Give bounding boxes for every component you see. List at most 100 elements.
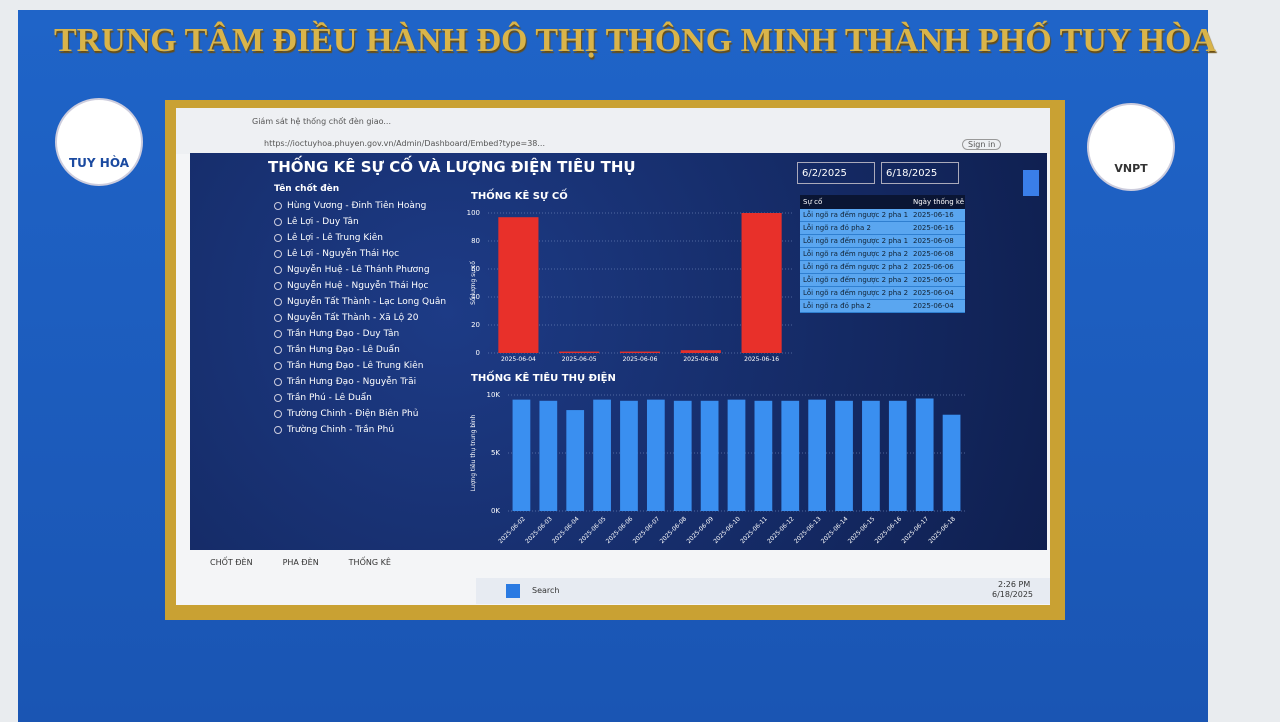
table-row[interactable]: Lỗi ngõ ra đếm ngược 2 pha 1 2025-06-16 <box>800 209 965 222</box>
table-cell: Lỗi ngõ ra đếm ngược 2 pha 2 <box>803 289 909 297</box>
intersection[interactable]: Trần Hưng Đạo - Lê Trung Kiên <box>274 358 446 374</box>
y-tick-label: 10K <box>487 391 501 399</box>
header-cell: Sự cố <box>803 198 823 206</box>
date-from[interactable]: 6/2/2025 <box>797 162 875 184</box>
intersection[interactable]: Trần Hưng Đạo - Nguyễn Trãi <box>274 374 446 390</box>
intersection[interactable]: Nguyễn Huệ - Nguyễn Thái Học <box>274 278 446 294</box>
chart-title: THỐNG KÊ TIÊU THỤ ĐIỆN <box>471 369 616 384</box>
x-tick-label: 2025-06-14 <box>820 515 850 545</box>
start-button[interactable] <box>506 584 520 598</box>
y-tick-label: 100 <box>467 209 480 217</box>
tab-title[interactable]: Giám sát hệ thống chốt đèn giao... <box>252 117 391 126</box>
table-cell: 2025-06-08 <box>913 250 954 258</box>
bar <box>741 213 782 353</box>
tab[interactable]: THỐNG KÊ <box>348 558 391 567</box>
table-cell: 2025-06-05 <box>913 276 954 284</box>
x-tick-label: 2025-06-06 <box>605 515 635 545</box>
table-cell: 2025-06-04 <box>913 289 954 297</box>
intersection[interactable]: Nguyễn Huệ - Lê Thánh Phương <box>274 262 446 278</box>
y-tick-label: 80 <box>471 237 480 245</box>
time: 2:26 PM <box>998 580 1031 589</box>
intersection[interactable]: Nguyễn Tất Thành - Xã Lộ 20 <box>274 310 446 326</box>
bar <box>781 400 800 511</box>
table-row[interactable]: Lỗi ngõ ra đếm ngược 2 pha 2 2025-06-08 <box>800 248 965 261</box>
table-cell: 2025-06-04 <box>913 302 954 310</box>
tab[interactable]: PHA ĐÈN <box>282 558 319 567</box>
bar <box>566 410 585 511</box>
table-cell: 2025-06-08 <box>913 237 954 245</box>
table-cell: Lỗi ngõ ra đếm ngược 2 pha 1 <box>803 211 909 219</box>
list-title: Tên chốt đèn <box>274 184 340 194</box>
bar <box>646 399 665 511</box>
x-tick-label: 2025-06-08 <box>683 356 718 363</box>
bar <box>808 399 827 511</box>
bar <box>619 351 661 353</box>
x-tick-label: 2025-06-09 <box>685 515 715 545</box>
tab[interactable]: CHỐT ĐÈN <box>210 558 253 567</box>
search[interactable]: Search <box>532 586 560 595</box>
y-tick-label: 0K <box>491 507 500 515</box>
intersection-list: Tên chốt đèn Hùng Vương - Đinh Tiên Hoàn… <box>274 184 446 438</box>
bar <box>539 400 558 511</box>
x-tick-label: 2025-06-18 <box>927 515 957 545</box>
intersection[interactable]: Trường Chinh - Trần Phú <box>274 422 446 438</box>
y-axis-label: Số lượng sự cố <box>470 261 477 305</box>
intersection[interactable]: Trần Hưng Đạo - Duy Tân <box>274 326 446 342</box>
table-cell: Lỗi ngõ ra đỏ pha 2 <box>803 302 871 310</box>
intersection[interactable]: Hùng Vương - Đinh Tiên Hoàng <box>274 198 446 214</box>
x-tick-label: 2025-06-06 <box>623 356 658 363</box>
intersection[interactable]: Lê Lợi - Nguyễn Thái Học <box>274 246 446 262</box>
y-tick-label: 0 <box>476 349 480 357</box>
table-cell: Lỗi ngõ ra đếm ngược 2 pha 2 <box>803 276 909 284</box>
table-cell: Lỗi ngõ ra đếm ngược 2 pha 2 <box>803 250 909 258</box>
sign-in[interactable]: Sign in <box>962 139 1002 150</box>
intersection[interactable]: Trường Chinh - Điện Biên Phủ <box>274 406 446 422</box>
bar <box>700 400 719 511</box>
x-tick-label: 2025-06-05 <box>578 515 608 545</box>
x-tick-label: 2025-06-07 <box>632 515 662 545</box>
bar <box>942 414 961 511</box>
x-tick-label: 2025-06-16 <box>744 356 779 363</box>
header-cell: Ngày thống kê <box>913 198 965 206</box>
table-row[interactable]: Lỗi ngõ ra đếm ngược 2 pha 2 2025-06-06 <box>800 261 965 274</box>
collapse-button[interactable] <box>1023 170 1039 196</box>
y-tick-label: 5K <box>491 449 500 457</box>
intersection[interactable]: Trần Hưng Đạo - Lê Duẩn <box>274 342 446 358</box>
y-tick-label: 40 <box>471 293 480 301</box>
x-tick-label: 2025-06-13 <box>793 515 823 545</box>
x-tick-label: 2025-06-11 <box>739 515 769 545</box>
table-cell: Lỗi ngõ ra đếm ngược 2 pha 2 <box>803 263 909 271</box>
table-cell: Lỗi ngõ ra đếm ngược 2 pha 1 <box>803 237 909 245</box>
table-row[interactable]: Lỗi ngõ ra đếm ngược 2 pha 1 2025-06-08 <box>800 235 965 248</box>
taskbar: Search 2:26 PM 6/18/2025 <box>476 578 1050 604</box>
bar <box>915 398 934 511</box>
x-tick-label: 2025-06-03 <box>524 515 554 545</box>
table-cell: 2025-06-16 <box>913 211 954 219</box>
y-tick-label: 20 <box>471 321 480 329</box>
bar <box>727 399 746 511</box>
x-tick-label: 2025-06-12 <box>766 515 796 545</box>
bar <box>673 400 692 511</box>
x-tick-label: 2025-06-10 <box>712 515 742 545</box>
table-row[interactable]: Lỗi ngõ ra đếm ngược 2 pha 2 2025-06-04 <box>800 287 965 300</box>
bar <box>620 400 638 511</box>
dashboard-title: THỐNG KÊ SỰ CỐ VÀ LƯỢNG ĐIỆN TIÊU THỤ <box>268 158 636 176</box>
intersection[interactable]: Lê Lợi - Lê Trung Kiên <box>274 230 446 246</box>
bar <box>559 351 600 353</box>
intersection[interactable]: Trần Phú - Lê Duẩn <box>274 390 446 406</box>
x-tick-label: 2025-06-02 <box>497 515 527 545</box>
date-to[interactable]: 6/18/2025 <box>881 162 959 184</box>
table-row[interactable]: Lỗi ngõ ra đếm ngược 2 pha 2 2025-06-05 <box>800 274 965 287</box>
x-tick-label: 2025-06-08 <box>659 515 689 545</box>
intersection[interactable]: Lê Lợi - Duy Tân <box>274 214 446 230</box>
incident-table: Sự cố Ngày thống kê Lỗi ngõ ra đếm ngược… <box>800 195 965 313</box>
url[interactable]: https://ioctuyhoa.phuyen.gov.vn/Admin/Da… <box>264 139 546 148</box>
bar <box>498 217 539 353</box>
browser-bar: Giám sát hệ thống chốt đèn giao... https… <box>176 108 1050 154</box>
intersection[interactable]: Nguyễn Tất Thành - Lạc Long Quân <box>274 294 446 310</box>
bar <box>835 400 853 511</box>
table-row[interactable]: Lỗi ngõ ra đỏ pha 2 2025-06-16 <box>800 222 965 235</box>
chart-title: THỐNG KÊ SỰ CỐ <box>471 187 568 202</box>
table-row[interactable]: Lỗi ngõ ra đỏ pha 2 2025-06-04 <box>800 300 965 313</box>
